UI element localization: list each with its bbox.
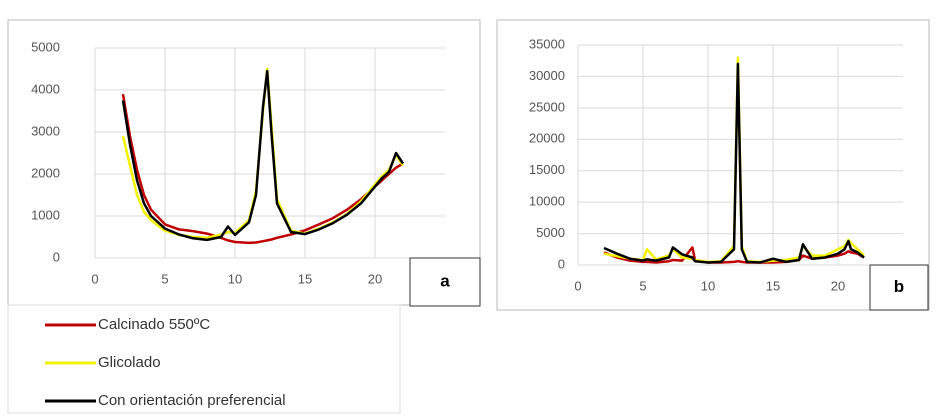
y-tick-label: 5000 (536, 225, 565, 240)
y-tick-label: 35000 (529, 36, 565, 51)
y-tick-label: 4000 (31, 81, 60, 96)
x-tick-label: 5 (639, 278, 646, 293)
panel-label-box (409, 257, 481, 307)
x-tick-label: 10 (228, 271, 242, 286)
y-tick-label: 15000 (529, 162, 565, 177)
x-tick-label: 10 (701, 278, 715, 293)
x-tick-label: 20 (368, 271, 382, 286)
y-tick-label: 0 (558, 256, 565, 271)
series-line (603, 62, 865, 264)
x-tick-label: 5 (161, 271, 168, 286)
y-tick-label: 30000 (529, 68, 565, 83)
y-tick-label: 20000 (529, 131, 565, 146)
frame-b (496, 19, 930, 311)
legend-label: Calcinado 550ºC (98, 316, 210, 333)
x-tick-label: 0 (574, 278, 581, 293)
x-tick-label: 15 (298, 271, 312, 286)
y-tick-label: 2000 (31, 165, 60, 180)
series-line (121, 69, 405, 242)
legend-frame (7, 304, 401, 414)
x-tick-label: 20 (831, 278, 845, 293)
x-tick-label: 15 (766, 278, 780, 293)
legend-label: Con orientación preferencial (98, 392, 286, 409)
panel-label-box (869, 264, 929, 311)
panel-label: a (440, 271, 450, 290)
panel-label: b (894, 277, 904, 296)
legend-label: Glicolado (98, 354, 161, 371)
y-tick-label: 3000 (31, 123, 60, 138)
y-tick-label: 1000 (31, 207, 60, 222)
frame-a (7, 19, 481, 306)
series-line (603, 246, 865, 264)
y-tick-label: 0 (53, 249, 60, 264)
y-tick-label: 5000 (31, 39, 60, 54)
y-tick-label: 10000 (529, 194, 565, 209)
x-tick-label: 0 (91, 271, 98, 286)
y-tick-label: 25000 (529, 99, 565, 114)
